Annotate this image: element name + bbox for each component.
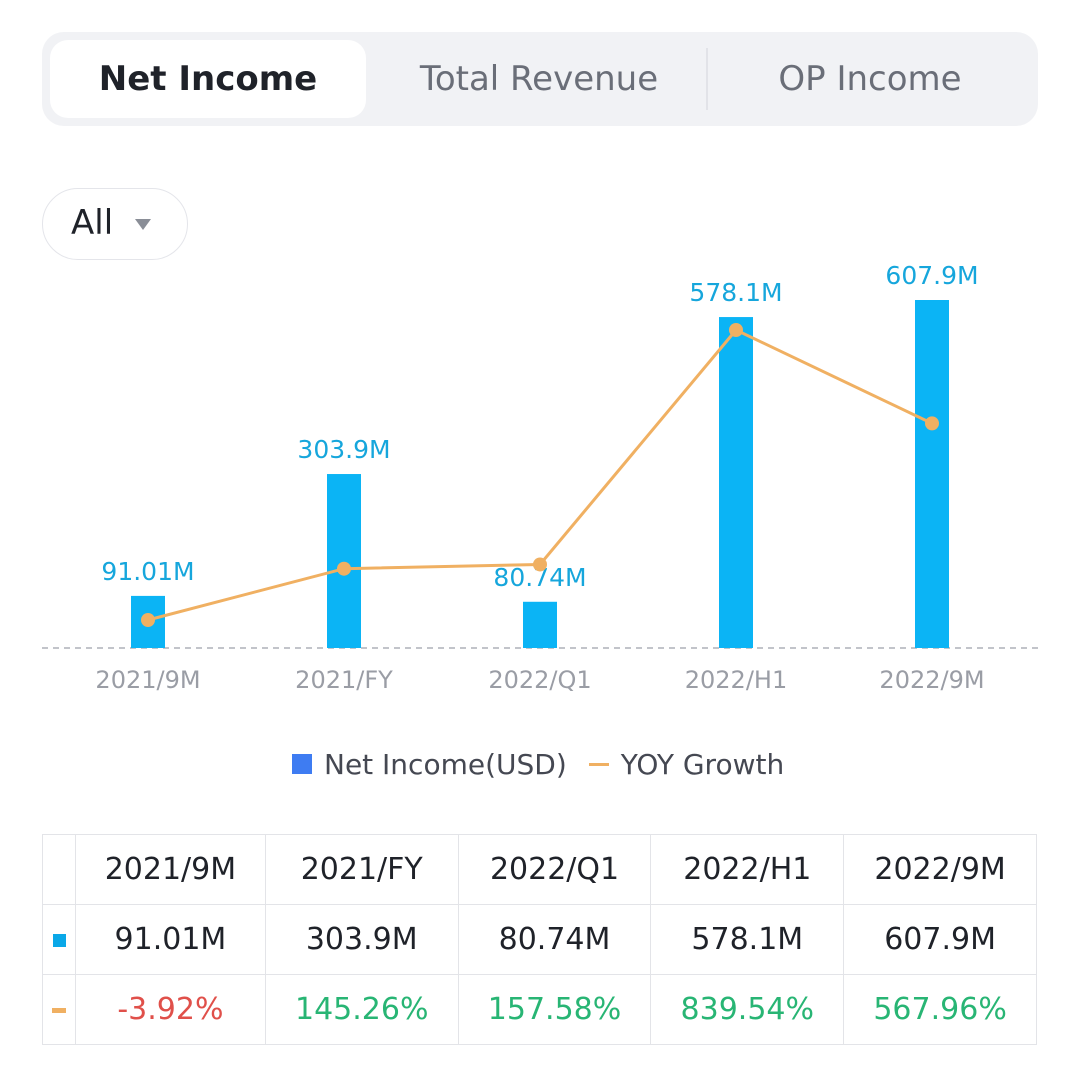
table-row-yoy-growth: -3.92% 145.26% 157.58% 839.54% 567.96% (42, 974, 1037, 1045)
tab-divider (706, 48, 708, 110)
yoy-point (729, 323, 743, 337)
tab-op-income[interactable]: OP Income (778, 59, 962, 99)
bar-value-label: 303.9M (297, 435, 390, 464)
bar (915, 300, 949, 648)
table-cell: 567.96% (843, 974, 1037, 1045)
bar (719, 317, 753, 648)
tab-total-revenue[interactable]: Total Revenue (419, 59, 659, 99)
table-cell: 145.26% (264, 974, 459, 1045)
table-cell: 80.74M (457, 904, 652, 975)
table-header-cell: 2022/H1 (650, 834, 845, 905)
yoy-point (925, 416, 939, 431)
yoy-point (337, 561, 351, 576)
table-header-row: 2021/9M 2021/FY 2022/Q1 2022/H1 2022/9M (42, 834, 1037, 905)
dash-line-icon (52, 1008, 66, 1013)
table-header-cell: 2021/9M (75, 834, 266, 905)
legend-line-swatch (588, 762, 609, 766)
table-header-cell: 2021/FY (264, 834, 459, 905)
table-cell: 303.9M (264, 904, 459, 975)
table-cell: 839.54% (650, 974, 845, 1045)
bar-value-label: 578.1M (689, 278, 782, 307)
net-income-marker (42, 904, 76, 975)
legend-yoy-label: YOY Growth (620, 747, 785, 781)
x-tick-label: 2022/9M (879, 666, 984, 694)
chart-legend: Net Income(USD) YOY Growth (292, 744, 784, 784)
table-corner-cell (42, 834, 76, 905)
bar-value-label: 607.9M (885, 261, 978, 290)
period-filter-dropdown[interactable]: All (42, 188, 188, 260)
legend-bar-swatch (292, 754, 312, 774)
caret-down-icon (135, 219, 151, 230)
x-tick-label: 2022/Q1 (488, 666, 591, 694)
yoy-point (141, 613, 155, 627)
table-cell: 91.01M (75, 904, 266, 975)
x-tick-label: 2021/FY (295, 666, 393, 694)
metric-tabs: Net Income Total Revenue OP Income (42, 32, 1038, 126)
table-header-cell: 2022/Q1 (457, 834, 652, 905)
table-row-net-income: 91.01M 303.9M 80.74M 578.1M 607.9M (42, 904, 1037, 975)
data-table: 2021/9M 2021/FY 2022/Q1 2022/H1 2022/9M … (42, 834, 1037, 1045)
legend-net-income-label: Net Income(USD) (324, 747, 567, 781)
x-tick-label: 2021/9M (95, 666, 200, 694)
bar (327, 474, 361, 648)
table-cell: 578.1M (650, 904, 845, 975)
tab-net-income[interactable]: Net Income (50, 40, 366, 118)
bar-value-label: 91.01M (101, 557, 194, 586)
yoy-marker (42, 974, 76, 1045)
table-cell: -3.92% (75, 974, 266, 1045)
table-cell: 607.9M (843, 904, 1037, 975)
table-cell: 157.58% (457, 974, 652, 1045)
table-header-cell: 2022/9M (843, 834, 1037, 905)
square-bar-icon (52, 934, 66, 947)
x-tick-label: 2022/H1 (685, 666, 787, 694)
filter-label: All (71, 203, 114, 243)
bar (523, 601, 557, 648)
yoy-point (533, 557, 547, 572)
